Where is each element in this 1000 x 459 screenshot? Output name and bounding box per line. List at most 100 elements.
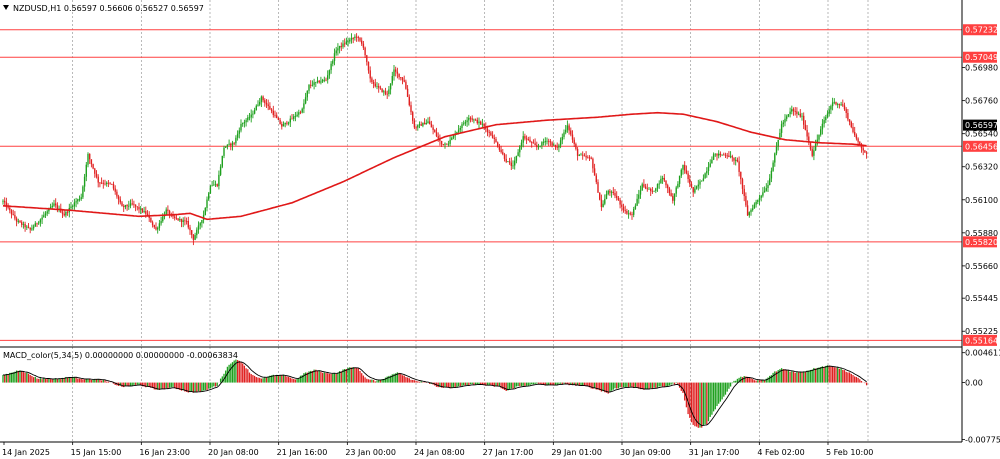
candle-body xyxy=(864,150,866,153)
candle-body xyxy=(449,139,451,144)
candle-body xyxy=(636,198,638,206)
candle-body xyxy=(165,209,167,215)
candle-body xyxy=(384,91,387,94)
candle-body xyxy=(242,123,244,125)
candle-body xyxy=(825,117,827,121)
candle-body xyxy=(174,216,176,218)
candle-body xyxy=(240,123,242,131)
candle-body xyxy=(284,122,286,125)
candle-body xyxy=(218,174,220,187)
candle-body xyxy=(835,101,837,105)
price-axis-labels: 0.56980 0.56760 0.56540 0.56320 0.56100 0.558… xyxy=(962,64,998,336)
candle-body xyxy=(106,182,108,184)
candle-body xyxy=(221,155,223,167)
candle-body xyxy=(787,114,790,117)
horizontal-levels[interactable] xyxy=(0,29,962,341)
candle-body xyxy=(432,127,434,130)
candle-body xyxy=(10,210,13,215)
candle-body xyxy=(752,208,754,210)
candle-body xyxy=(94,168,96,174)
candle-body xyxy=(684,164,686,171)
candle-body xyxy=(179,219,181,221)
candle-body xyxy=(114,188,116,192)
candle-body xyxy=(187,221,189,228)
candle-body xyxy=(316,80,319,82)
candle-body xyxy=(61,212,64,214)
candle-body xyxy=(446,143,448,145)
candle-body xyxy=(252,113,254,115)
candle-body xyxy=(194,235,196,240)
candle-body xyxy=(340,45,342,47)
candle-body xyxy=(219,166,222,175)
candle-body xyxy=(548,140,550,142)
candle-body xyxy=(536,145,538,148)
candle-body xyxy=(405,81,407,89)
candle-body xyxy=(123,206,125,208)
candle-body xyxy=(291,118,293,120)
candle-body xyxy=(294,116,297,117)
candle-body xyxy=(158,223,161,228)
candle-body xyxy=(833,101,835,103)
candle-body xyxy=(721,154,723,156)
time-tick-label: 20 Jan 08:00 xyxy=(208,448,259,457)
candle-body xyxy=(248,117,251,119)
candle-body xyxy=(97,176,99,183)
candle-body xyxy=(228,143,230,145)
candle-body xyxy=(367,61,370,71)
candle-body xyxy=(19,220,21,223)
candle-body xyxy=(36,223,38,225)
candle-body xyxy=(303,103,305,109)
candle-body xyxy=(332,60,334,64)
current-price-tag xyxy=(963,119,997,131)
candle-body xyxy=(852,127,854,132)
collapse-triangle-icon[interactable] xyxy=(3,5,9,10)
candle-body xyxy=(551,142,553,146)
candle-body xyxy=(204,207,206,216)
candle-body xyxy=(809,142,812,150)
candle-body xyxy=(678,175,681,184)
candle-body xyxy=(235,137,237,144)
macd-info: MACD_color(5,34,5) 0.00000000 0.00000000… xyxy=(3,351,238,360)
candle-body xyxy=(126,205,128,207)
candle-body xyxy=(605,194,608,199)
candle-body xyxy=(862,148,864,151)
candle-body xyxy=(697,184,699,187)
candle-body xyxy=(474,119,477,121)
candle-body xyxy=(117,196,120,200)
candle-body xyxy=(44,213,47,216)
candle-body xyxy=(656,184,659,189)
candle-body xyxy=(665,180,667,186)
candle-body xyxy=(104,183,106,185)
price-tick-label: 0.56760 xyxy=(965,97,998,106)
candle-body xyxy=(298,112,300,115)
candle-body xyxy=(774,153,776,163)
candle-body xyxy=(264,100,266,103)
candle-body xyxy=(729,156,732,158)
candle-body xyxy=(100,182,103,184)
candle-body xyxy=(803,115,805,125)
candle-body xyxy=(257,104,259,106)
candle-body xyxy=(735,159,737,161)
candle-body xyxy=(299,112,302,114)
candle-body xyxy=(507,161,509,163)
candle-body xyxy=(463,123,465,125)
candle-body xyxy=(243,122,246,124)
candle-body xyxy=(49,206,52,209)
candle-body xyxy=(745,196,747,206)
candle-body xyxy=(111,183,113,185)
candle-body xyxy=(595,175,597,183)
candle-body xyxy=(670,193,672,197)
candle-body xyxy=(354,36,356,38)
candle-body xyxy=(639,190,642,195)
candle-body xyxy=(24,224,26,228)
time-tick-label: 31 Jan 17:00 xyxy=(689,448,740,457)
candle-body xyxy=(643,184,645,187)
candle-body xyxy=(706,170,708,174)
candle-body xyxy=(612,191,614,193)
level-price-label: 0.57232 xyxy=(965,26,998,35)
candle-body xyxy=(814,143,817,151)
candle-body xyxy=(792,109,795,112)
time-tick-label: 27 Jan 17:00 xyxy=(483,448,534,457)
candle-body xyxy=(582,154,584,156)
